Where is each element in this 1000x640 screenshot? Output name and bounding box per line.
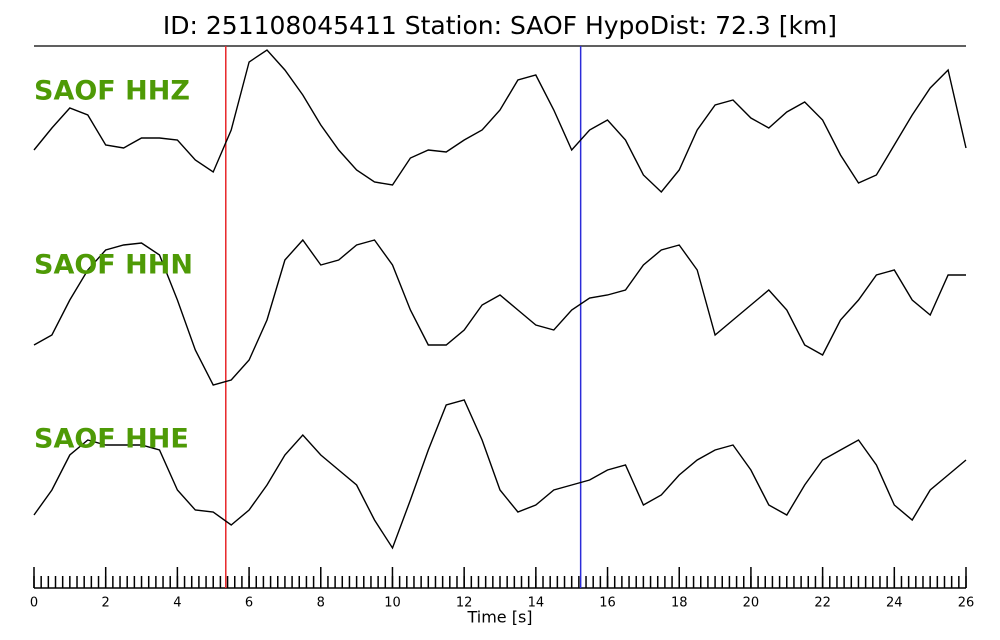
x-axis-label: Time [s]: [466, 608, 532, 627]
x-tick-label: 4: [173, 596, 181, 611]
x-tick-label: 2: [102, 596, 110, 611]
x-tick-label: 12: [456, 596, 473, 611]
x-tick-label: 8: [317, 596, 325, 611]
chart-title: ID: 251108045411 Station: SAOF HypoDist:…: [163, 11, 837, 40]
x-tick-label: 22: [814, 596, 831, 611]
x-tick-label: 18: [671, 596, 688, 611]
x-tick-label: 10: [384, 596, 401, 611]
x-tick-label: 26: [958, 596, 975, 611]
x-tick-label: 14: [528, 596, 545, 611]
trace-label: SAOF HHZ: [34, 76, 190, 107]
trace-label: SAOF HHE: [34, 424, 189, 455]
waveform: [33, 49, 967, 194]
x-tick-label: 24: [886, 596, 903, 611]
x-tick-label: 6: [245, 596, 253, 611]
x-tick-label: 0: [30, 596, 38, 611]
x-tick-label: 16: [599, 596, 616, 611]
waveform: [33, 238, 966, 386]
x-tick-label: 20: [743, 596, 760, 611]
waveform: [33, 399, 967, 550]
trace-label: SAOF HHN: [34, 250, 193, 281]
